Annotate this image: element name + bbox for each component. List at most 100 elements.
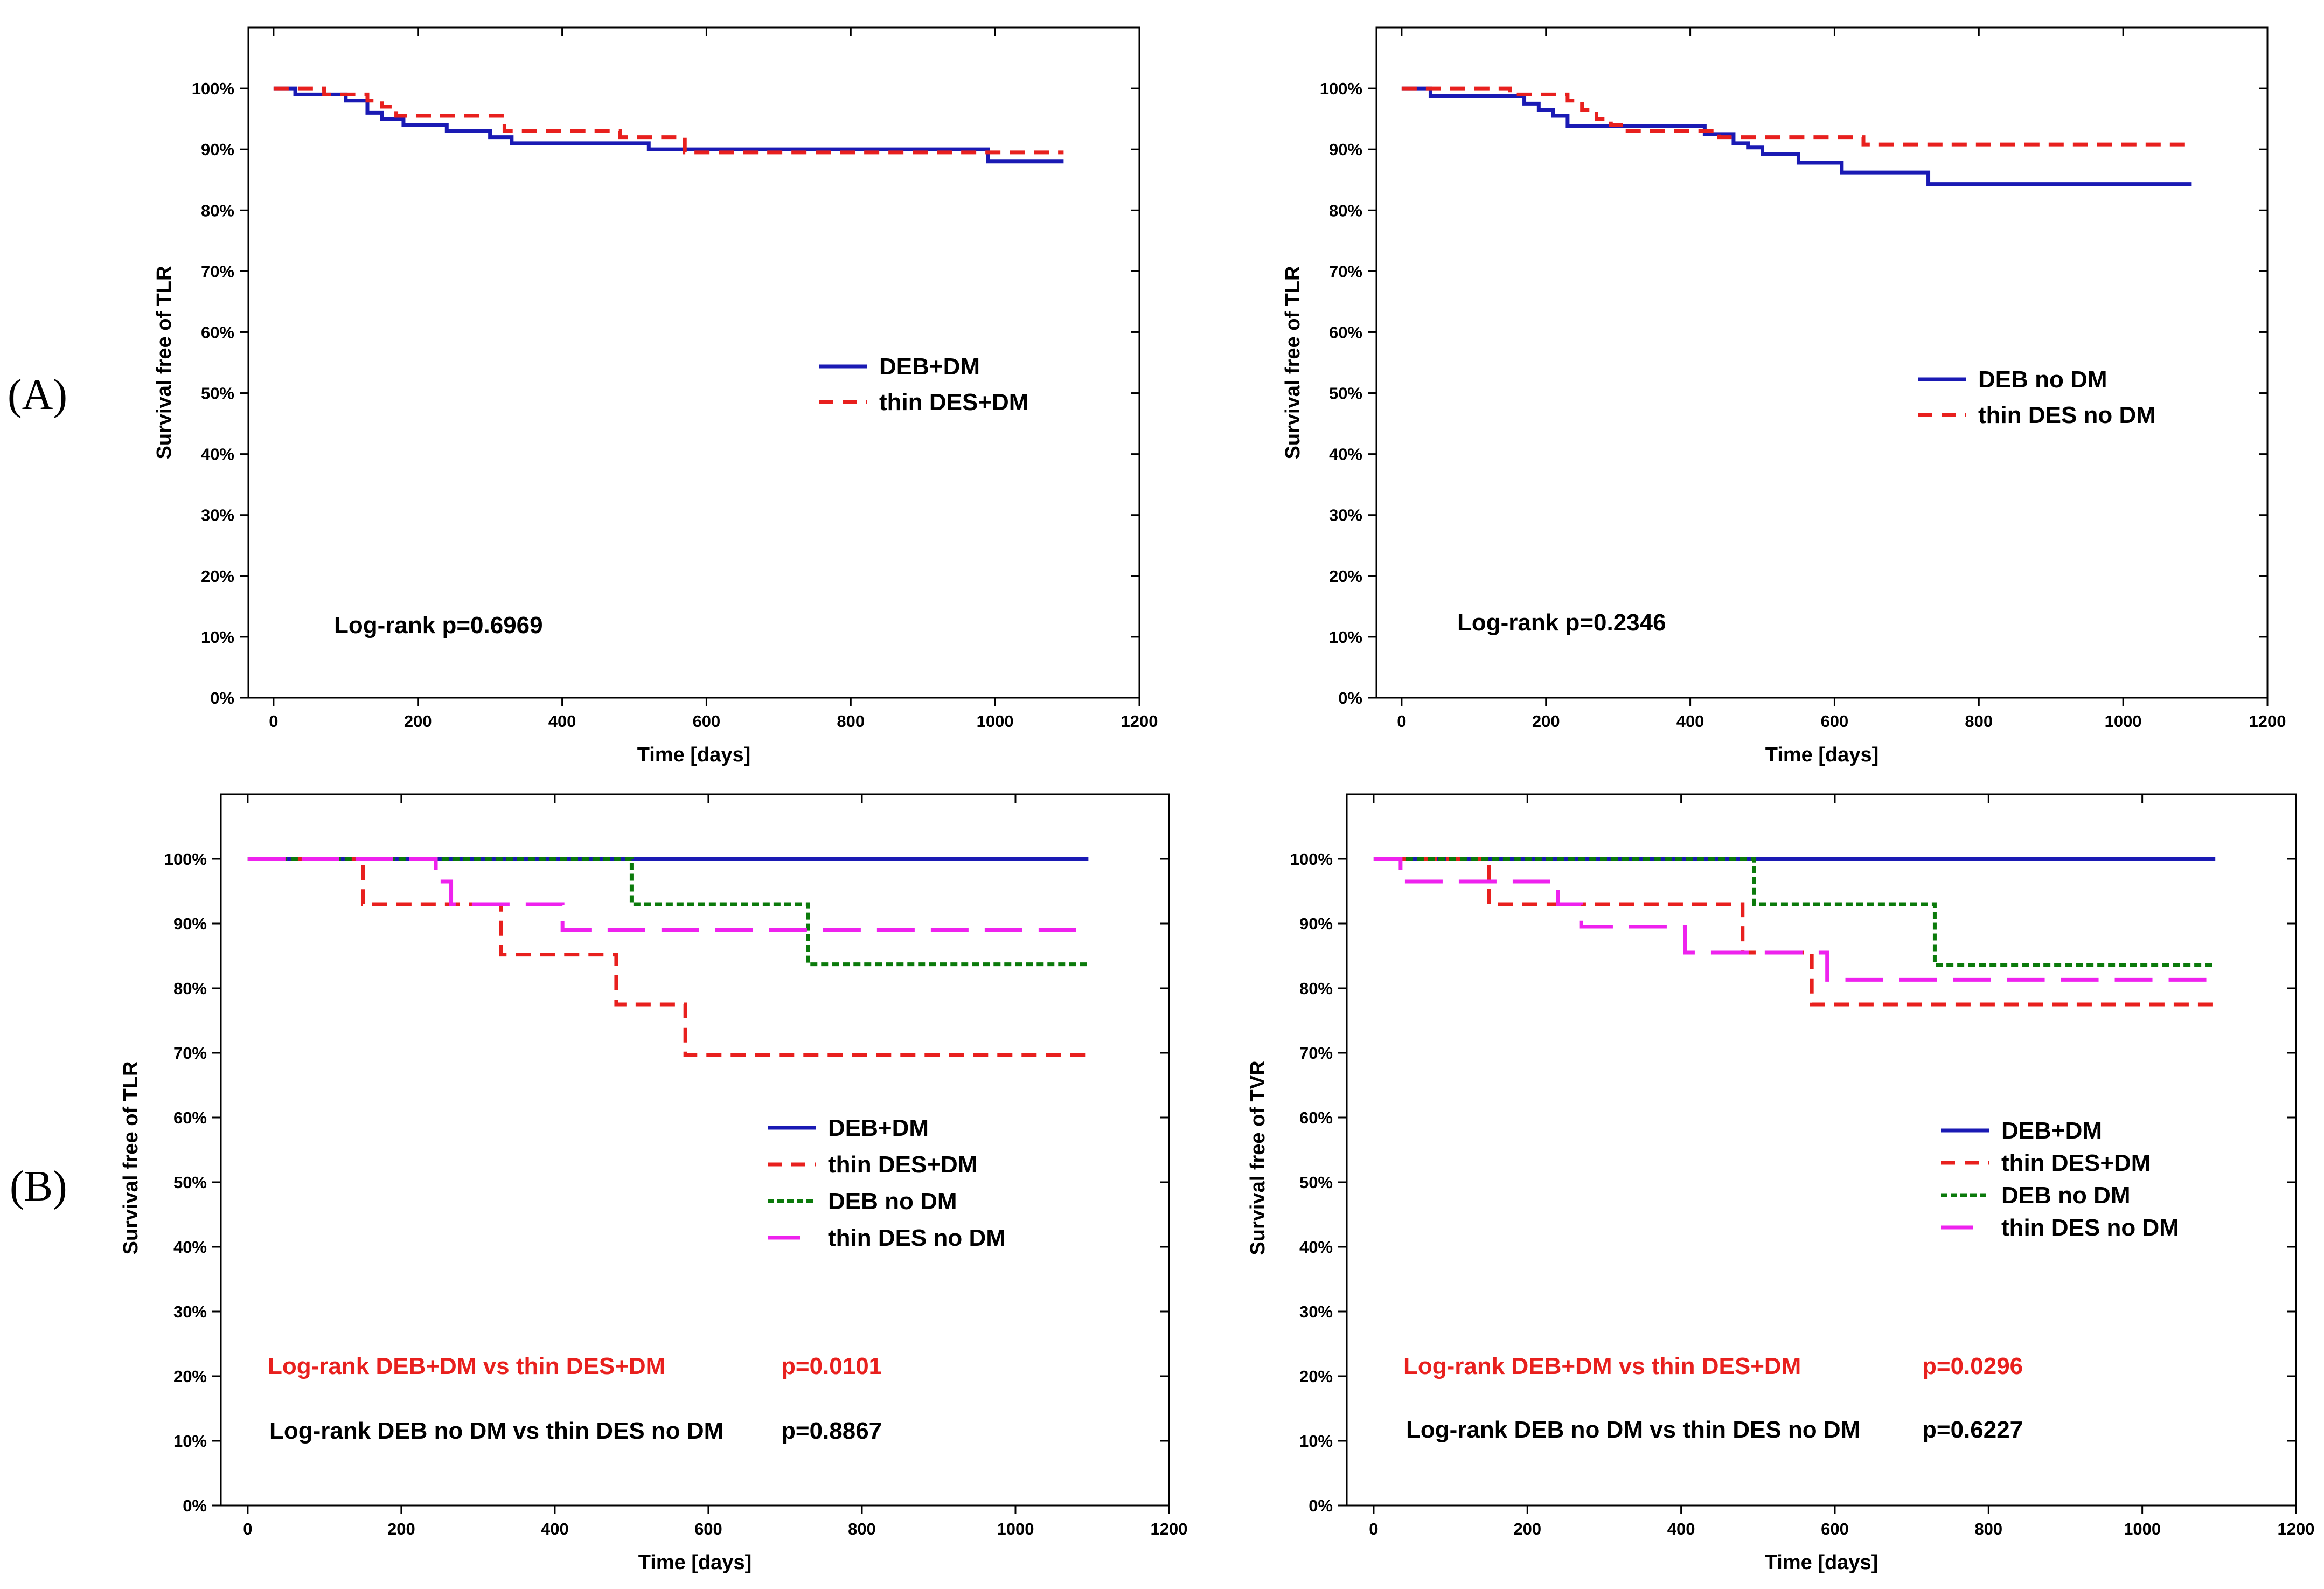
y-tick-label: 0% [210, 689, 234, 707]
y-tick-label: 20% [173, 1367, 207, 1386]
logrank-annotation: Log-rank DEB no DM vs thin DES no DM [269, 1418, 723, 1444]
y-tick-label: 60% [201, 323, 234, 342]
y-tick-label: 80% [173, 979, 207, 998]
legend-label: thin DES+DM [879, 389, 1028, 415]
series-line-thin-des-dm [247, 857, 1089, 1057]
plot-frame [220, 793, 1170, 1507]
logrank-annotation: Log-rank DEB+DM vs thin DES+DM [268, 1353, 665, 1379]
x-tick-label: 600 [694, 1519, 722, 1538]
y-tick-label: 80% [1329, 201, 1362, 220]
x-tick-label: 1200 [2249, 712, 2286, 731]
x-tick-label: 200 [387, 1519, 415, 1538]
chart-bl: 0% 10% 20% 30% 40% 50% 60% 70% 80% 90% 100% 0 200 400… [120, 793, 1188, 1574]
y-tick-label: 80% [201, 201, 234, 220]
p-value: p=0.6227 [1922, 1417, 2023, 1443]
x-tick-label: 1000 [997, 1519, 1034, 1538]
y-axis-label: Survival free of TLR [120, 1061, 142, 1255]
y-tick-label: 100% [164, 850, 207, 869]
y-tick-label: 80% [1299, 979, 1333, 998]
y-tick-label: 90% [201, 140, 234, 159]
x-tick-label: 0 [269, 712, 278, 731]
plot-frame [247, 26, 1140, 699]
y-tick-label: 30% [1299, 1302, 1333, 1321]
logrank-annotation: Log-rank DEB+DM vs thin DES+DM [1403, 1353, 1801, 1379]
series-line-thin-des-no-dm [1373, 857, 2216, 982]
y-tick-label: 50% [173, 1173, 207, 1192]
x-tick-label: 0 [1369, 1519, 1378, 1538]
series-line-thin-des-dm [1373, 857, 2216, 1007]
x-tick-label: 1000 [977, 712, 1014, 731]
plot-frame [1375, 26, 2269, 699]
x-tick-label: 400 [541, 1519, 569, 1538]
x-tick-label: 0 [1397, 712, 1406, 731]
x-tick-label: 800 [1974, 1519, 2002, 1538]
y-tick-label: 50% [201, 384, 234, 403]
x-tick-label: 1000 [2105, 712, 2142, 731]
y-tick-label: 20% [201, 567, 234, 586]
y-tick-label: 60% [1329, 323, 1362, 342]
series-line-thin-des-no-dm [247, 857, 1081, 932]
x-tick-label: 200 [404, 712, 432, 731]
y-tick-label: 30% [201, 506, 234, 525]
x-tick-label: 1200 [1121, 712, 1158, 731]
plot-frame [1346, 793, 2297, 1507]
logrank-annotation: Log-rank p=0.2346 [1457, 609, 1666, 636]
y-tick-label: 10% [1299, 1432, 1333, 1451]
y-tick-label: 40% [201, 445, 234, 464]
y-tick-label: 70% [1299, 1044, 1333, 1063]
y-tick-label: 10% [173, 1432, 207, 1451]
x-tick-label: 800 [848, 1519, 876, 1538]
y-tick-label: 70% [173, 1044, 207, 1063]
legend-label: DEB no DM [2001, 1182, 2131, 1209]
y-tick-label: 20% [1299, 1367, 1333, 1386]
y-tick-label: 90% [173, 914, 207, 933]
x-tick-label: 1200 [1151, 1519, 1188, 1538]
x-tick-label: 1000 [2124, 1519, 2161, 1538]
y-tick-label: 40% [1299, 1238, 1333, 1257]
y-tick-label: 0% [1309, 1496, 1333, 1515]
legend-label: thin DES+DM [828, 1151, 977, 1178]
y-tick-label: 70% [1329, 262, 1362, 281]
y-axis-label: Survival free of TLR [153, 266, 176, 460]
chart-br: 0% 10% 20% 30% 40% 50% 60% 70% 80% 90% 100% 0 200 400… [1247, 793, 2315, 1574]
y-axis-label: Survival free of TVR [1247, 1060, 1269, 1255]
y-tick-label: 20% [1329, 567, 1362, 586]
y-tick-label: 100% [1290, 850, 1333, 869]
y-tick-label: 100% [192, 79, 234, 98]
x-tick-label: 400 [1676, 712, 1704, 731]
y-tick-label: 60% [173, 1108, 207, 1127]
p-value: p=0.8867 [781, 1418, 882, 1444]
p-value: p=0.0296 [1922, 1353, 2023, 1379]
y-tick-label: 50% [1299, 1173, 1333, 1192]
x-tick-label: 800 [837, 712, 865, 731]
logrank-annotation: Log-rank p=0.6969 [334, 612, 543, 639]
chart-tl: 0% 10% 20% 30% 40% 50% 60% 70% 80% 90% 100% 0 200 400… [153, 26, 1158, 766]
legend-label: thin DES no DM [2001, 1215, 2179, 1241]
y-tick-label: 100% [1320, 79, 1362, 98]
chart-tr: 0% 10% 20% 30% 40% 50% 60% 70% 80% 90% 100% 0 200 400… [1282, 26, 2286, 766]
legend-label: DEB+DM [2001, 1118, 2102, 1144]
y-tick-label: 30% [1329, 506, 1362, 525]
panel-label-b: (B) [10, 1163, 67, 1210]
x-tick-label: 1200 [2278, 1519, 2315, 1538]
x-axis-label: Time [days] [1765, 744, 1878, 766]
x-tick-label: 400 [548, 712, 576, 731]
y-tick-label: 30% [173, 1302, 207, 1321]
series-line-deb-no-dm [247, 857, 1089, 967]
p-value: p=0.0101 [781, 1353, 882, 1379]
legend-label: DEB+DM [828, 1115, 929, 1141]
x-tick-label: 400 [1667, 1519, 1695, 1538]
x-axis-label: Time [days] [1765, 1551, 1878, 1574]
y-tick-label: 0% [183, 1496, 207, 1515]
series-line-thin-des-no-dm [1401, 86, 2192, 147]
x-tick-label: 800 [1965, 712, 1993, 731]
y-tick-label: 60% [1299, 1108, 1333, 1127]
y-tick-label: 0% [1338, 689, 1362, 707]
y-tick-label: 70% [201, 262, 234, 281]
legend-label: DEB+DM [879, 353, 980, 380]
x-tick-label: 0 [243, 1519, 252, 1538]
series-line-thin-des-dm [273, 86, 1064, 155]
y-tick-label: 90% [1329, 140, 1362, 159]
